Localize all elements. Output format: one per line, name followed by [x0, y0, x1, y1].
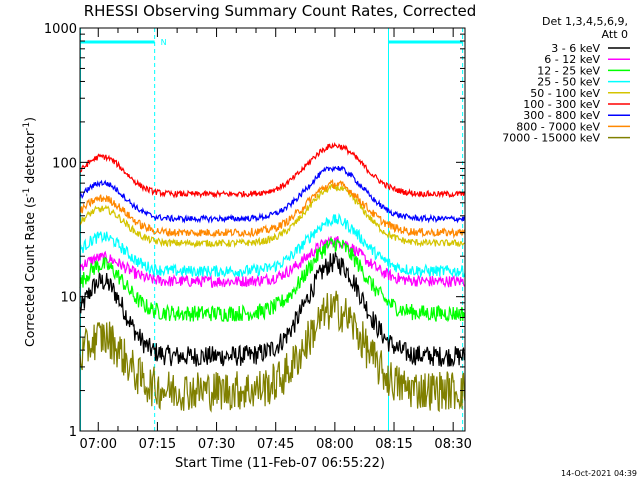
y-tick-label-2: 100	[52, 156, 77, 171]
x-tick-label-6: 08:30	[434, 437, 471, 452]
x-tick-label-0: 07:00	[80, 437, 117, 452]
series-line-8	[79, 290, 466, 413]
y-tick-label-3: 1000	[44, 22, 77, 37]
legend-label-4: 50 - 100 keV	[530, 87, 600, 100]
x-tick-label-5: 08:15	[375, 437, 412, 452]
series-line-3	[79, 212, 466, 279]
x-tick-label-1: 07:15	[139, 437, 176, 452]
x-tick-label-4: 08:00	[316, 437, 353, 452]
series-line-5	[79, 142, 466, 199]
plot-frame	[79, 27, 466, 432]
series-line-6	[79, 165, 466, 224]
chart-title: RHESSI Observing Summary Count Rates, Co…	[84, 2, 477, 20]
y-tick-label-1: 10	[60, 291, 77, 306]
night-marker-label: N	[161, 38, 167, 47]
series-line-4	[79, 183, 466, 249]
legend-header-line1: Det 1,3,4,5,6,9,	[542, 15, 628, 28]
x-tick-label-2: 07:30	[198, 437, 235, 452]
legend-header-line2: Att 0	[602, 28, 628, 41]
legend-label-6: 300 - 800 keV	[523, 109, 600, 122]
y-tick-label-0: 1	[69, 425, 77, 440]
legend-label-7: 800 - 7000 keV	[516, 120, 600, 133]
legend-label-2: 12 - 25 keV	[537, 64, 600, 77]
timestamp: 14-Oct-2021 04:39	[561, 469, 637, 478]
legend-label-1: 6 - 12 keV	[544, 53, 600, 66]
x-axis-label: Start Time (11-Feb-07 06:55:22)	[175, 456, 385, 471]
legend-label-5: 100 - 300 keV	[523, 98, 600, 111]
legend-label-8: 7000 - 15000 keV	[502, 132, 600, 145]
series-line-1	[79, 236, 466, 288]
axes: 1 10 100 1000 07:00 07:15 07:30 07:45 08:00 08:15…	[44, 22, 472, 452]
y-axis-label: Corrected Count Rate (s-1 detector-1)	[22, 117, 37, 347]
series-line-2	[79, 236, 466, 323]
series-line-0	[79, 252, 466, 368]
x-tick-label-3: 07:45	[257, 437, 294, 452]
legend-label-3: 25 - 50 keV	[537, 76, 600, 89]
legend-label-0: 3 - 6 keV	[551, 42, 600, 55]
series-line-7	[79, 178, 466, 239]
series-lines	[79, 142, 466, 413]
